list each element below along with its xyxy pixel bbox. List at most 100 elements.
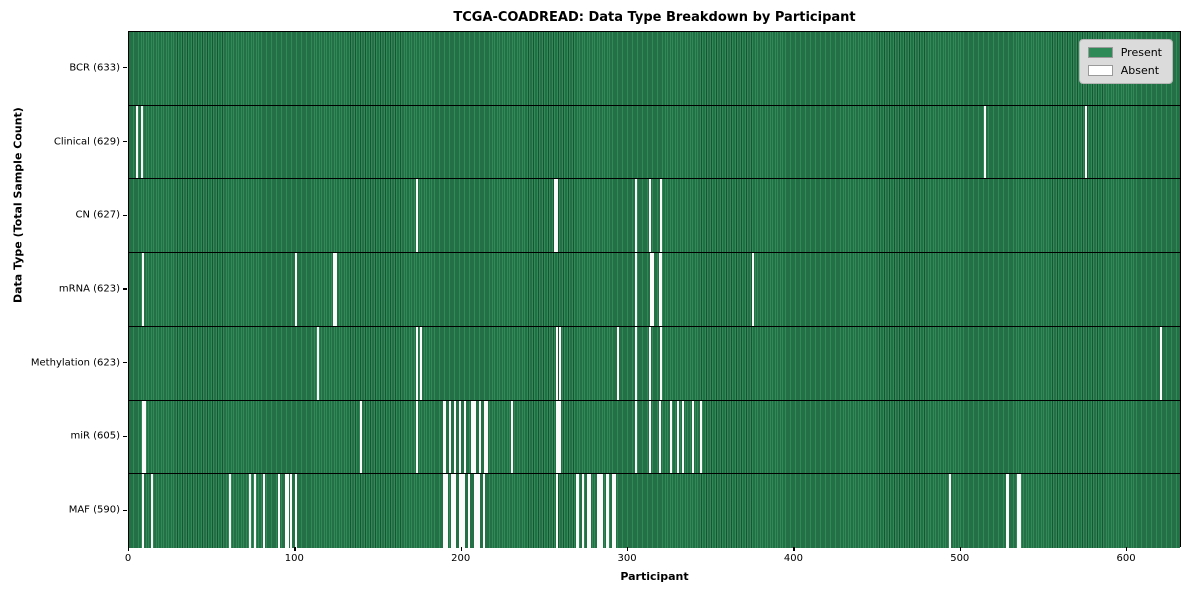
absent-stripe	[484, 400, 487, 474]
y-tick-mark	[123, 509, 127, 511]
absent-stripe	[142, 253, 145, 326]
absent-stripe	[263, 474, 266, 548]
absent-stripe	[446, 474, 449, 548]
absent-stripe	[559, 326, 562, 400]
absent-stripe	[1017, 474, 1020, 548]
x-tick-mark	[959, 547, 961, 551]
absent-stripe	[419, 326, 422, 400]
y-tick-label-Methylation: Methylation (623)	[30, 357, 120, 369]
absent-stripe	[555, 400, 558, 474]
y-tick-mark	[123, 288, 127, 290]
absent-stripe	[452, 474, 455, 548]
absent-stripe	[1085, 105, 1088, 179]
absent-stripe	[555, 326, 558, 400]
absent-stripe	[1007, 474, 1010, 548]
absent-stripe	[648, 326, 651, 400]
absent-stripe	[577, 474, 580, 548]
absent-stripe	[485, 400, 488, 474]
heatmap-row-MAF	[129, 474, 1180, 548]
x-tick-label-300: 300	[617, 553, 637, 564]
x-tick-mark	[1126, 547, 1128, 551]
absent-stripe	[472, 400, 475, 474]
absent-stripe	[660, 179, 663, 253]
absent-stripe	[442, 474, 445, 548]
y-tick-label-mRNA: mRNA (623)	[58, 283, 120, 295]
absent-stripe	[635, 253, 638, 326]
chart-title: TCGA-COADREAD: Data Type Breakdown by Pa…	[453, 10, 856, 25]
absent-stripe	[588, 474, 591, 548]
absent-stripe	[598, 474, 601, 548]
absent-stripe	[142, 400, 145, 474]
absent-stripe	[334, 253, 337, 326]
y-tick-label-MAF: MAF (590)	[68, 504, 120, 516]
absent-stripe	[140, 105, 143, 179]
heatmap-row-BCR	[129, 32, 1180, 106]
heatmap-row-miR	[129, 400, 1180, 475]
absent-stripe	[600, 474, 603, 548]
y-tick-label-BCR: BCR (633)	[69, 62, 120, 74]
absent-stripe	[652, 253, 654, 326]
y-tick-mark	[123, 214, 127, 216]
absent-stripe	[476, 474, 478, 548]
absent-stripe	[135, 105, 138, 179]
absent-stripe	[557, 400, 560, 474]
absent-stripe	[635, 179, 638, 253]
y-tick-mark	[123, 140, 127, 143]
absent-stripe	[442, 400, 445, 474]
absent-stripe	[474, 474, 477, 548]
absent-stripe	[459, 400, 462, 474]
absent-stripe	[462, 474, 465, 548]
absent-stripe	[286, 474, 289, 548]
x-tick-mark	[294, 547, 296, 551]
absent-stripe	[660, 326, 663, 400]
x-tick-label-200: 200	[451, 553, 471, 564]
absent-stripe	[454, 474, 457, 548]
x-tick-label-0: 0	[124, 553, 132, 564]
absent-stripe	[582, 474, 585, 548]
absent-stripe	[587, 474, 590, 548]
legend-absent-label: Absent	[1120, 64, 1160, 77]
absent-stripe	[333, 253, 336, 326]
absent-stripe	[150, 474, 153, 548]
absent-stripe	[681, 400, 684, 474]
absent-stripe	[444, 400, 447, 474]
absent-stripe	[482, 474, 485, 548]
absent-stripe	[477, 474, 480, 548]
absent-stripe	[1160, 326, 1163, 400]
x-tick-label-400: 400	[783, 553, 803, 564]
plot-area: Present Absent	[128, 31, 1181, 548]
heatmap-row-Clinical	[129, 105, 1180, 180]
absent-stripe	[510, 400, 513, 474]
absent-stripe	[658, 400, 661, 474]
heatmap-row-Methylation	[129, 326, 1180, 401]
absent-stripe	[416, 400, 419, 474]
absent-stripe	[635, 326, 638, 400]
absent-stripe	[612, 474, 615, 548]
absent-stripe	[228, 474, 231, 548]
absent-stripe	[575, 474, 578, 548]
absent-stripe	[142, 474, 145, 548]
absent-stripe	[248, 474, 251, 548]
absent-stripe	[253, 474, 256, 548]
absent-stripe	[1005, 474, 1008, 548]
absent-stripe	[459, 474, 462, 548]
x-tick-mark	[128, 547, 130, 551]
heatmap-row-CN	[129, 179, 1180, 254]
absent-stripe	[650, 253, 653, 326]
y-tick-label-miR: miR (605)	[70, 430, 120, 442]
absent-stripe	[676, 400, 679, 474]
absent-stripe	[607, 474, 610, 548]
absent-stripe	[444, 474, 447, 548]
absent-stripe	[143, 400, 146, 474]
absent-stripe	[449, 400, 452, 474]
absent-stripe	[416, 326, 419, 400]
y-tick-mark	[123, 435, 127, 438]
absent-stripe	[555, 179, 558, 253]
absent-stripe	[555, 474, 558, 548]
x-tick-mark	[793, 547, 795, 551]
x-axis-title: Participant	[620, 570, 689, 583]
absent-stripe	[559, 400, 562, 474]
heatmap-row-mRNA	[129, 253, 1180, 327]
absent-stripe	[290, 474, 293, 548]
